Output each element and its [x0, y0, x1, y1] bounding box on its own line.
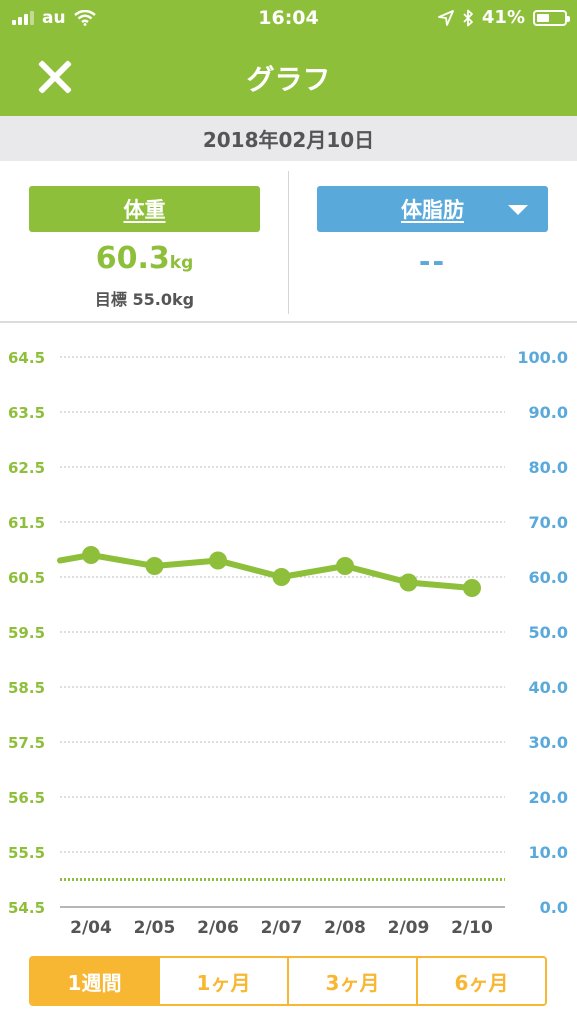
battery-icon	[533, 9, 570, 26]
left-axis-tick-label: 55.5	[8, 844, 45, 862]
weight-data-point	[399, 573, 418, 592]
period-1-month-button[interactable]: 1ヶ月	[158, 958, 287, 1004]
right-axis-tick-label: 90.0	[529, 403, 568, 422]
right-axis-tick-label: 40.0	[529, 678, 568, 697]
right-axis-tick-label: 10.0	[529, 843, 568, 862]
weight-data-point	[82, 546, 100, 564]
x-axis-tick-label: 2/06	[197, 918, 239, 938]
left-axis-tick-label: 59.5	[8, 624, 45, 642]
period-6-month-button[interactable]: 6ヶ月	[416, 958, 545, 1004]
carrier-label: au	[42, 8, 66, 28]
chevron-down-icon	[508, 205, 528, 215]
bluetooth-icon	[463, 9, 473, 26]
left-axis-tick-label: 64.5	[8, 349, 45, 367]
weight-series-line	[57, 552, 475, 591]
date-label: 2018年02月10日	[202, 128, 375, 152]
weight-number: 60.3	[95, 241, 170, 276]
signal-icon	[12, 11, 34, 25]
weight-tab-button[interactable]: 体重	[29, 186, 260, 232]
left-axis-tick-label: 54.5	[8, 899, 45, 917]
weight-data-point	[209, 551, 227, 570]
left-axis-tick-label: 60.5	[8, 569, 45, 587]
page-title: グラフ	[246, 63, 331, 96]
left-axis-tick-label: 57.5	[8, 734, 45, 752]
right-axis-tick-label: 70.0	[529, 513, 568, 532]
right-axis-tick-label: 20.0	[529, 788, 568, 807]
x-axis-tick-label: 2/08	[324, 918, 366, 938]
battery-percent: 41%	[481, 7, 525, 28]
date-bar: 2018年02月10日	[0, 116, 577, 161]
right-axis-tick-label: 80.0	[529, 458, 568, 477]
right-axis-tick-label: 50.0	[529, 623, 568, 642]
left-axis-tick-label: 56.5	[8, 789, 45, 807]
weight-goal: 目標 55.0kg	[94, 290, 195, 309]
weight-data-point	[272, 568, 291, 586]
x-axis-tick-label: 2/10	[451, 918, 493, 938]
x-axis-tick-label: 2/07	[261, 918, 303, 938]
left-axis-tick-label: 62.5	[8, 459, 45, 477]
body-fat-value: --	[418, 245, 447, 278]
weight-data-point	[145, 557, 164, 575]
right-axis-tick-label: 0.0	[540, 898, 568, 917]
weight-data-point	[336, 557, 354, 575]
period-3-month-button[interactable]: 3ヶ月	[287, 958, 416, 1004]
weight-tab-label: 体重	[123, 198, 166, 222]
location-icon	[438, 9, 454, 26]
weight-value: 60.3kg	[29, 241, 260, 276]
x-axis-tick-label: 2/05	[134, 918, 176, 938]
body-fat-tab-label: 体脂肪	[401, 198, 464, 222]
status-time: 16:04	[258, 7, 319, 29]
left-axis-tick-label: 58.5	[8, 679, 45, 697]
nav-bar: グラフ	[0, 38, 577, 116]
wifi-icon	[73, 10, 96, 26]
summary-panels: 体重 60.3kg 目標 55.0kg 体脂肪 --	[0, 161, 577, 323]
right-axis-tick-label: 30.0	[529, 733, 568, 752]
body-fat-dropdown-button[interactable]: 体脂肪	[317, 186, 548, 232]
panel-divider	[288, 171, 289, 314]
right-axis-tick-label: 60.0	[529, 568, 568, 587]
right-axis-tick-label: 100.0	[517, 348, 568, 367]
weight-chart: 64.5 100.0 63.5 90.0 62.5 80.0 61.5 70.0 60.5 60.…	[8, 348, 568, 938]
x-axis-tick-label: 2/09	[388, 918, 430, 938]
weight-unit: kg	[169, 253, 194, 273]
status-bar: au 16:04 41%	[0, 0, 577, 38]
period-1-week-button[interactable]: 1週間	[31, 958, 158, 1004]
weight-data-point	[463, 579, 481, 597]
left-axis-tick-label: 61.5	[8, 514, 45, 532]
left-axis-tick-label: 63.5	[8, 404, 45, 422]
x-axis-tick-label: 2/04	[70, 918, 112, 938]
period-selector: 1週間 1ヶ月 3ヶ月 6ヶ月	[29, 956, 547, 1006]
